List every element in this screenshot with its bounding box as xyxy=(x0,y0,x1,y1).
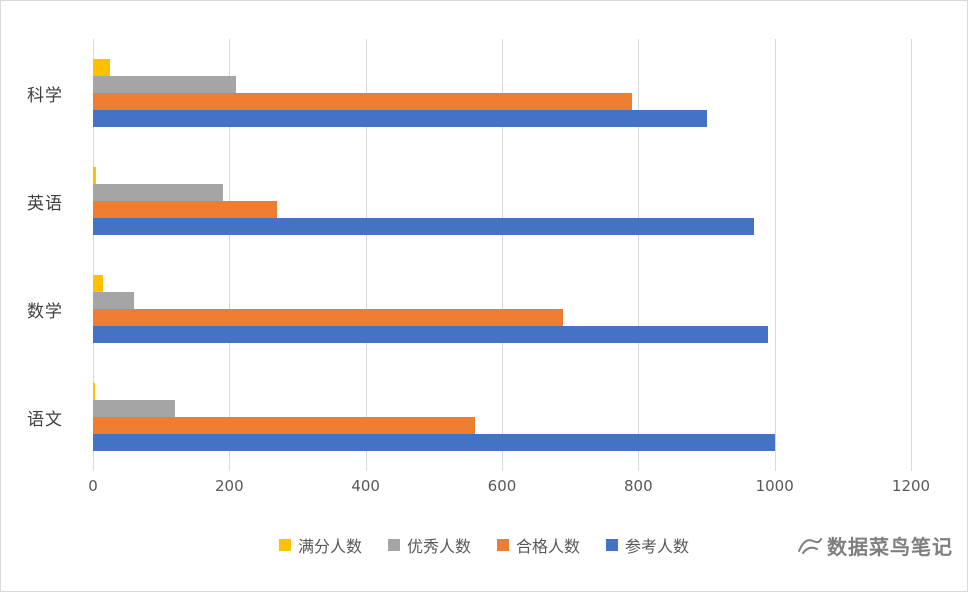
bar-series0-cat0 xyxy=(93,59,111,76)
x-tick-label-400: 400 xyxy=(351,477,380,495)
bar-series1-cat3 xyxy=(93,400,175,417)
legend-item-2: 合格人数 xyxy=(497,533,580,557)
plot-area xyxy=(93,39,912,471)
gridline-1200 xyxy=(911,39,912,471)
bar-groups xyxy=(93,39,911,471)
bar-series2-cat2 xyxy=(93,309,564,326)
x-tick-label-1000: 1000 xyxy=(755,477,794,495)
legend-label-2: 合格人数 xyxy=(516,537,581,556)
gridline-400 xyxy=(365,39,367,471)
legend-swatch-2 xyxy=(497,539,509,551)
bar-series1-cat0 xyxy=(93,76,237,93)
legend-item-1: 优秀人数 xyxy=(387,533,471,557)
x-tick-label-0: 0 xyxy=(88,477,98,495)
watermark: 数据菜鸟笔记 xyxy=(793,531,953,560)
bar-group-0 xyxy=(93,39,911,147)
gridline-800 xyxy=(638,39,640,471)
y-axis-labels: 科学 英语 数学 语文 xyxy=(1,39,87,471)
x-tick-label-200: 200 xyxy=(215,477,244,495)
category-label-1: 英语 xyxy=(27,193,63,214)
bar-series3-cat1 xyxy=(93,218,755,235)
bar-series0-cat2 xyxy=(93,275,104,292)
x-tick-label-800: 800 xyxy=(624,477,653,495)
legend-item-0: 满分人数 xyxy=(278,533,362,557)
bar-series3-cat2 xyxy=(93,326,768,343)
bar-series2-cat1 xyxy=(93,201,278,218)
bar-series2-cat0 xyxy=(93,93,632,110)
legend-label-3: 参考人数 xyxy=(625,537,690,556)
category-label-2: 数学 xyxy=(27,301,63,322)
legend-swatch-0 xyxy=(278,539,291,551)
gridline-0 xyxy=(93,39,94,471)
bar-group-1 xyxy=(93,147,911,255)
x-tick-label-1200: 1200 xyxy=(891,477,931,495)
gridline-200 xyxy=(229,39,231,471)
watermark-text: 数据菜鸟笔记 xyxy=(827,535,953,559)
bar-series0-cat1 xyxy=(93,167,97,184)
bar-series1-cat1 xyxy=(93,184,223,201)
legend-item-3: 参考人数 xyxy=(606,533,689,557)
gridline-600 xyxy=(502,39,503,471)
category-label-0: 科学 xyxy=(27,85,63,106)
legend-swatch-3 xyxy=(606,539,619,551)
legend-label-1: 优秀人数 xyxy=(406,537,471,556)
bar-series3-cat0 xyxy=(93,110,707,127)
bar-series0-cat3 xyxy=(93,383,96,400)
legend: 满分人数 优秀人数 合格人数 参考人数 xyxy=(1,533,967,557)
gridline-1000 xyxy=(774,39,776,471)
category-label-3: 语文 xyxy=(27,409,63,430)
bar-group-3 xyxy=(93,363,911,471)
bar-group-2 xyxy=(93,255,911,363)
bar-series1-cat2 xyxy=(93,292,134,309)
legend-swatch-1 xyxy=(387,539,400,551)
x-tick-label-600: 600 xyxy=(487,477,517,495)
bar-series2-cat3 xyxy=(93,417,475,434)
legend-label-0: 满分人数 xyxy=(297,537,362,556)
watermark-logo-icon xyxy=(797,535,823,557)
x-axis: 0 200 400 600 800 1000 1200 xyxy=(88,477,930,501)
bar-series3-cat3 xyxy=(93,434,775,451)
